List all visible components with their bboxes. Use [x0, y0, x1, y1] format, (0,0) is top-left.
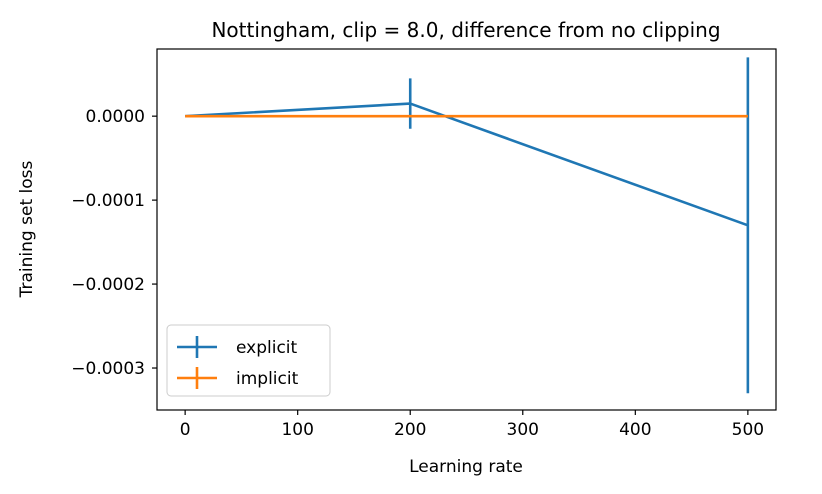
tick-labels: 0 100 200 300 400 500 0.0000 −0.0001 −0.0002 −0.0…: [71, 107, 764, 440]
y-tick-label: 0.0000: [86, 107, 145, 127]
x-tick-label: 0: [180, 420, 191, 440]
legend: explicit implicit: [166, 324, 331, 397]
y-tick-label: −0.0002: [71, 275, 145, 295]
x-tick-label: 300: [507, 420, 539, 440]
tick-marks: [152, 115, 749, 415]
x-axis-label: Learning rate: [409, 457, 523, 477]
series-layer: [185, 57, 750, 394]
y-tick-label: −0.0001: [71, 191, 145, 211]
series-line-explicit: [185, 102, 749, 227]
legend-item-implicit: implicit: [177, 367, 299, 389]
legend-label-implicit: implicit: [236, 369, 299, 389]
y-tick-label: −0.0003: [71, 359, 145, 379]
legend-label-explicit: explicit: [236, 338, 298, 358]
legend-item-explicit: explicit: [177, 336, 298, 358]
plot-area-frame: [156, 48, 777, 411]
x-tick-label: 200: [394, 420, 426, 440]
x-tick-label: 500: [732, 420, 764, 440]
chart-title: Nottingham, clip = 8.0, difference from …: [211, 18, 720, 42]
series-explicit: [185, 57, 750, 394]
y-axis-label: Training set loss: [17, 161, 37, 299]
x-tick-label: 400: [619, 420, 651, 440]
x-tick-label: 100: [281, 420, 313, 440]
